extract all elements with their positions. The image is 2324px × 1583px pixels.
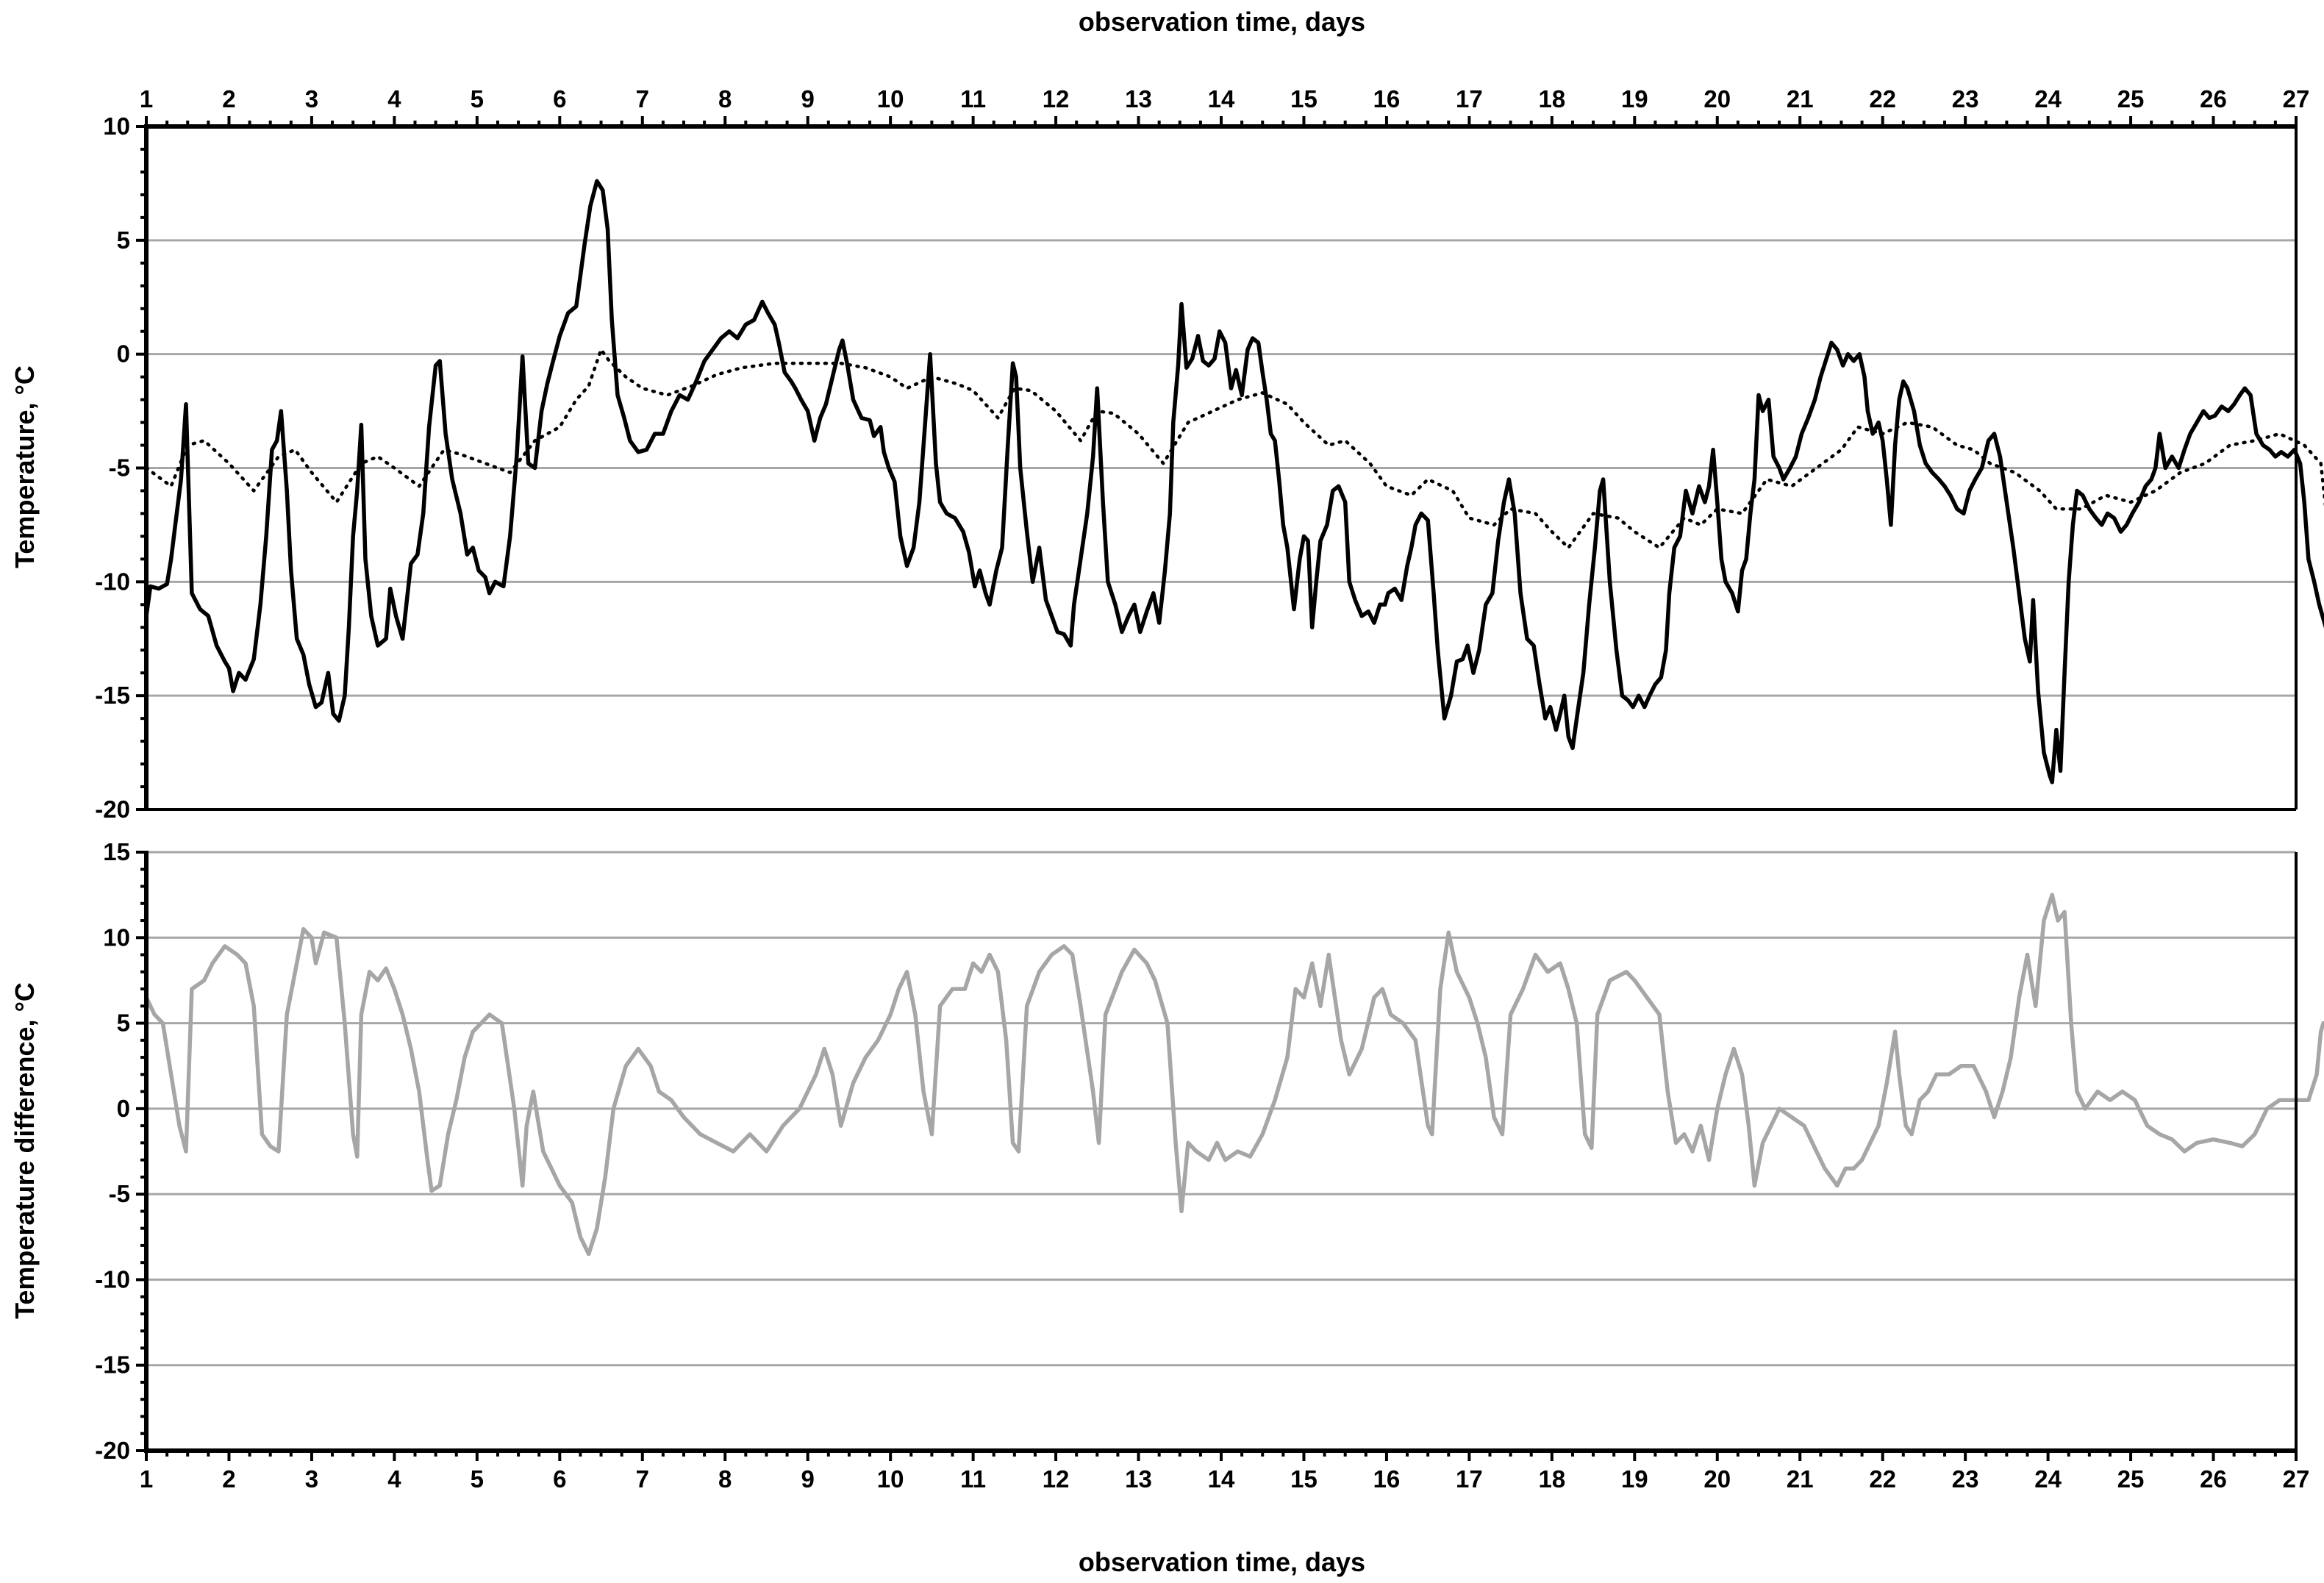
bottom-x-axis-title: observation time, days [1079, 1547, 1365, 1577]
temperature-difference-x-tick-label: 22 [1869, 1465, 1896, 1493]
temperature-difference-x-tick-label: 24 [2034, 1465, 2062, 1493]
temperature-x-tick-label: 20 [1703, 85, 1731, 112]
temperature-x-tick-label: 18 [1538, 85, 1565, 112]
temperature-y-tick-label: 10 [103, 112, 130, 140]
temperature-difference-x-tick-label: 7 [636, 1465, 649, 1493]
temperature-difference-x-tick-label: 19 [1621, 1465, 1648, 1493]
temperature-difference-x-tick-label: 16 [1373, 1465, 1401, 1493]
temperature-x-tick-label: 25 [2117, 85, 2145, 112]
temperature-difference-x-tick-label: 12 [1043, 1465, 1070, 1493]
temperature-x-tick-label: 1 [140, 85, 153, 112]
temperature-x-tick-label: 8 [718, 85, 732, 112]
temperature-x-tick-label: 27 [2283, 85, 2310, 112]
temperature-x-tick-label: 6 [553, 85, 566, 112]
temperature-x-tick-label: 16 [1373, 85, 1401, 112]
temperature-difference-x-tick-label: 8 [718, 1465, 732, 1493]
temperature-y-tick-label: -15 [95, 682, 130, 709]
temperature-difference-solid-series-line [144, 893, 2324, 1257]
temperature-x-tick-label: 24 [2034, 85, 2062, 112]
temperature-difference-x-tick-label: 3 [305, 1465, 318, 1493]
temperature-difference-x-tick-label: 26 [2200, 1465, 2227, 1493]
temperature-y-tick-label: -10 [95, 568, 130, 595]
temperature-y-tick-label: -5 [109, 454, 130, 482]
temperature-difference-gridlines [146, 851, 2296, 1367]
temperature-difference-y-tick-label: -10 [95, 1265, 130, 1293]
temperature-x-tick-label: 7 [636, 85, 649, 112]
temperature-y-tick-label: 5 [117, 226, 130, 254]
temperature-x-tick-label: 3 [305, 85, 318, 112]
temperature-difference-x-tick-label: 6 [553, 1465, 566, 1493]
temperature-series [144, 179, 2324, 785]
temperature-x-tick-label: 19 [1621, 85, 1648, 112]
temperature-difference-y-tick-label: 10 [103, 923, 130, 951]
temperature-x-tick-label: 2 [222, 85, 235, 112]
temperature-y-axis-title: Temperature, °C [10, 365, 40, 568]
temperature-x-tick-label: 26 [2200, 85, 2227, 112]
temperature-difference-y-tick-label: -20 [95, 1437, 130, 1464]
temperature-difference-x-tick-label: 15 [1290, 1465, 1317, 1493]
temperature-x-tick-label: 9 [801, 85, 815, 112]
temperature-x-tick-label: 13 [1125, 85, 1152, 112]
temperature-difference-x-tick-label: 10 [877, 1465, 904, 1493]
temperature-x-tick-label: 15 [1290, 85, 1317, 112]
temperature-x-tick-label: 17 [1456, 85, 1483, 112]
temperature-difference-x-tick-label: 13 [1125, 1465, 1152, 1493]
temperature-solid-series-line [144, 179, 2324, 785]
temperature-x-tick-label: 14 [1208, 85, 1235, 112]
temperature-difference-x-tick-label: 5 [471, 1465, 484, 1493]
temperature-difference-x-tick-label: 4 [387, 1465, 401, 1493]
temperature-x-tick-label: 12 [1043, 85, 1070, 112]
temperature-x-tick-label: 11 [960, 85, 986, 112]
top-x-axis-title: observation time, days [1079, 7, 1365, 37]
temperature-x-tick-label: 21 [1787, 85, 1814, 112]
temperature-difference-x-tick-label: 20 [1703, 1465, 1731, 1493]
temperature-difference-x-tick-label: 27 [2283, 1465, 2310, 1493]
temperature-y-tick-label: -20 [95, 796, 130, 823]
temperature-difference-x-tick-label: 2 [222, 1465, 235, 1493]
temperature-x-tick-label: 10 [877, 85, 904, 112]
temperature-difference-y-tick-label: -15 [95, 1351, 130, 1379]
temperature-x-tick-label: 4 [387, 85, 401, 112]
temperature-difference-y-tick-label: 0 [117, 1095, 130, 1122]
temperature-y-tick-label: 0 [117, 340, 130, 368]
temperature-dotted-series-line [144, 348, 2324, 550]
temperature-difference-x-tick-label: 18 [1538, 1465, 1565, 1493]
temperature-difference-x-tick-label: 14 [1208, 1465, 1235, 1493]
temperature-difference-x-tick-label: 23 [1952, 1465, 1979, 1493]
temperature-difference-x-tick-label: 25 [2117, 1465, 2145, 1493]
temperature-difference-x-tick-label: 21 [1787, 1465, 1814, 1493]
temperature-difference-y-tick-label: -5 [109, 1180, 130, 1207]
temperature-difference-x-tick-label: 11 [960, 1465, 986, 1493]
temperature-difference-x-tick-label: 17 [1456, 1465, 1483, 1493]
temperature-difference-y-tick-label: 15 [103, 838, 130, 865]
temperature-difference-y-tick-label: 5 [117, 1010, 130, 1037]
temperature-x-tick-label: 5 [471, 85, 484, 112]
temperature-x-tick-label: 22 [1869, 85, 1896, 112]
temperature-x-tick-label: 23 [1952, 85, 1979, 112]
temperature-difference-x-tick-label: 1 [140, 1465, 153, 1493]
temperature-difference-y-axis-title: Temperature difference, °C [10, 982, 40, 1319]
temperature-difference-x-tick-label: 9 [801, 1465, 815, 1493]
temperature-difference-series [144, 893, 2324, 1257]
